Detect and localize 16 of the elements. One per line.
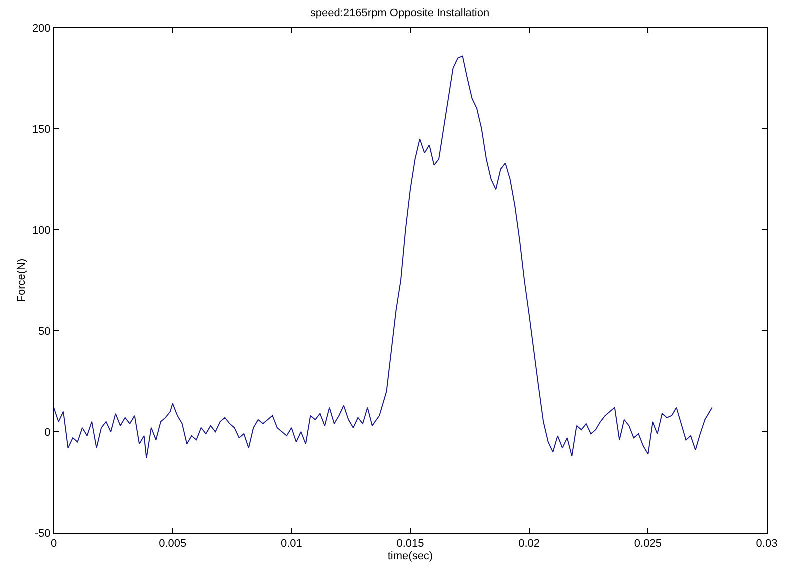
y-axis-title: Force(N) <box>16 258 28 302</box>
x-tick-label: 0.02 <box>518 538 540 550</box>
line-series <box>54 56 713 459</box>
x-axis-title: time(sec) <box>388 550 434 562</box>
x-tick-label: 0.005 <box>159 538 187 550</box>
chart-title: speed:2165rpm Opposite Installation <box>310 7 490 20</box>
x-tick-label: 0.015 <box>396 538 424 550</box>
y-tick-label: -50 <box>34 528 51 540</box>
y-tick-label: 150 <box>32 124 51 136</box>
x-tick-label: 0.01 <box>280 538 302 550</box>
y-tick-label: 200 <box>32 22 51 35</box>
y-tick-label: 50 <box>38 326 51 338</box>
y-tick-label: 0 <box>44 426 51 439</box>
y-tick-label: 100 <box>32 224 51 237</box>
x-tick-label: 0.025 <box>634 538 662 550</box>
x-tick-label: 0.03 <box>756 538 778 550</box>
